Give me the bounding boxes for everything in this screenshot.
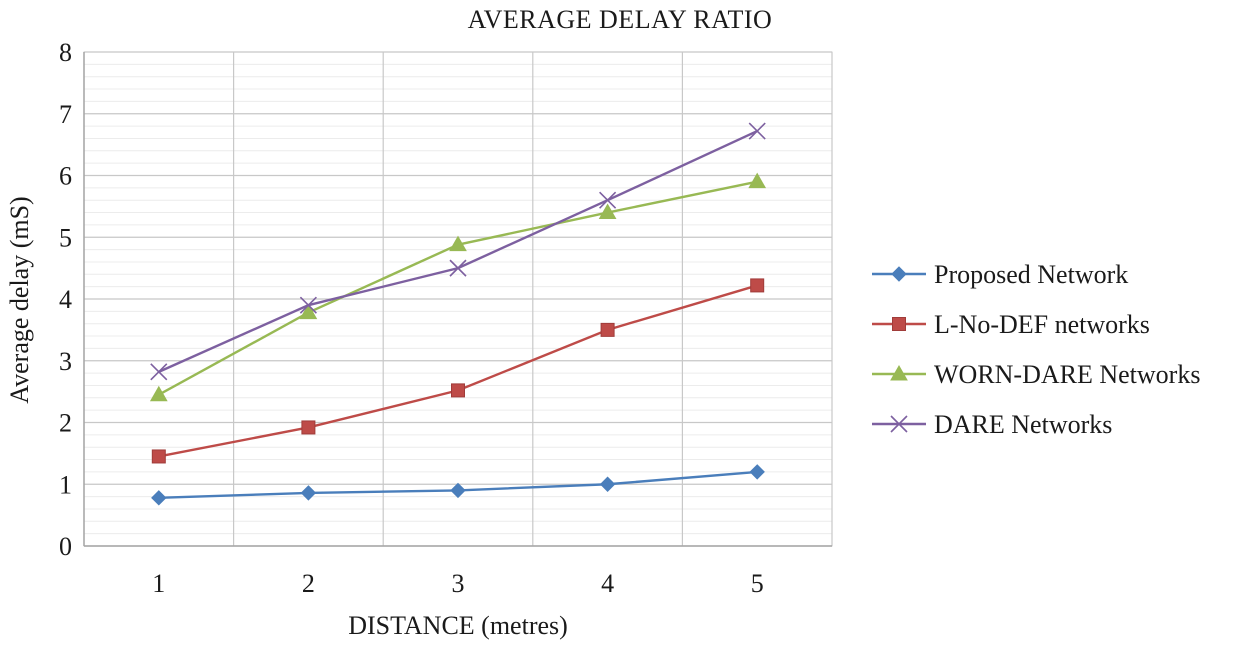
data-point xyxy=(600,322,615,337)
data-point xyxy=(300,485,317,501)
series-group xyxy=(151,278,765,464)
data-point xyxy=(451,383,465,398)
data-point xyxy=(750,278,765,293)
x-tick-label: 5 xyxy=(751,569,764,598)
data-point xyxy=(151,490,167,506)
data-point xyxy=(599,191,617,209)
data-point xyxy=(149,385,168,402)
data-point xyxy=(450,482,466,499)
y-tick-label: 4 xyxy=(59,285,72,314)
x-tick-label: 2 xyxy=(302,569,315,598)
legend-item: WORN-DARE Networks xyxy=(872,360,1200,389)
y-tick-label: 3 xyxy=(59,347,72,376)
legend-item: Proposed Network xyxy=(872,260,1128,289)
legend-label: DARE Networks xyxy=(934,410,1112,439)
data-point xyxy=(748,172,767,189)
y-tick-label: 2 xyxy=(59,409,72,438)
data-point xyxy=(449,235,467,252)
y-axis-title: Average delay (mS) xyxy=(5,196,34,403)
legend-marker xyxy=(890,364,908,381)
legend-label: Proposed Network xyxy=(934,260,1128,289)
legend-label: L-No-DEF networks xyxy=(934,310,1150,339)
chart-title: AVERAGE DELAY RATIO xyxy=(468,5,773,34)
legend-marker xyxy=(891,266,907,282)
series-group xyxy=(149,172,767,402)
data-point xyxy=(598,203,617,220)
x-tick-label: 4 xyxy=(601,569,614,598)
data-point xyxy=(449,259,467,277)
y-tick-label: 7 xyxy=(59,100,72,129)
data-point xyxy=(150,363,168,381)
legend-label: WORN-DARE Networks xyxy=(934,360,1200,389)
x-tick-label: 3 xyxy=(452,569,465,598)
series-group xyxy=(150,122,766,381)
data-point xyxy=(151,449,166,464)
data-point xyxy=(301,420,316,435)
legend-marker xyxy=(892,317,906,331)
x-tick-label: 1 xyxy=(152,569,165,598)
x-axis-title: DISTANCE (metres) xyxy=(348,611,568,640)
legend-marker xyxy=(890,415,908,433)
y-tick-label: 0 xyxy=(59,532,72,561)
y-tick-label: 5 xyxy=(59,223,72,252)
legend-item: DARE Networks xyxy=(872,410,1112,439)
data-point xyxy=(599,476,616,492)
data-point xyxy=(749,464,765,480)
legend: Proposed Network L-No-DEF networks WORN-DA… xyxy=(872,260,1200,439)
data-point xyxy=(299,303,318,320)
legend-item: L-No-DEF networks xyxy=(872,310,1150,339)
plot-area: 0 1 2 3 4 5 6 7 8 1 2 3 4 5 xyxy=(59,38,833,598)
series-group xyxy=(151,464,765,506)
data-point xyxy=(299,296,317,314)
y-tick-label: 1 xyxy=(59,470,72,499)
y-tick-label: 8 xyxy=(59,38,72,67)
data-point xyxy=(748,122,766,140)
y-tick-label: 6 xyxy=(59,162,72,191)
